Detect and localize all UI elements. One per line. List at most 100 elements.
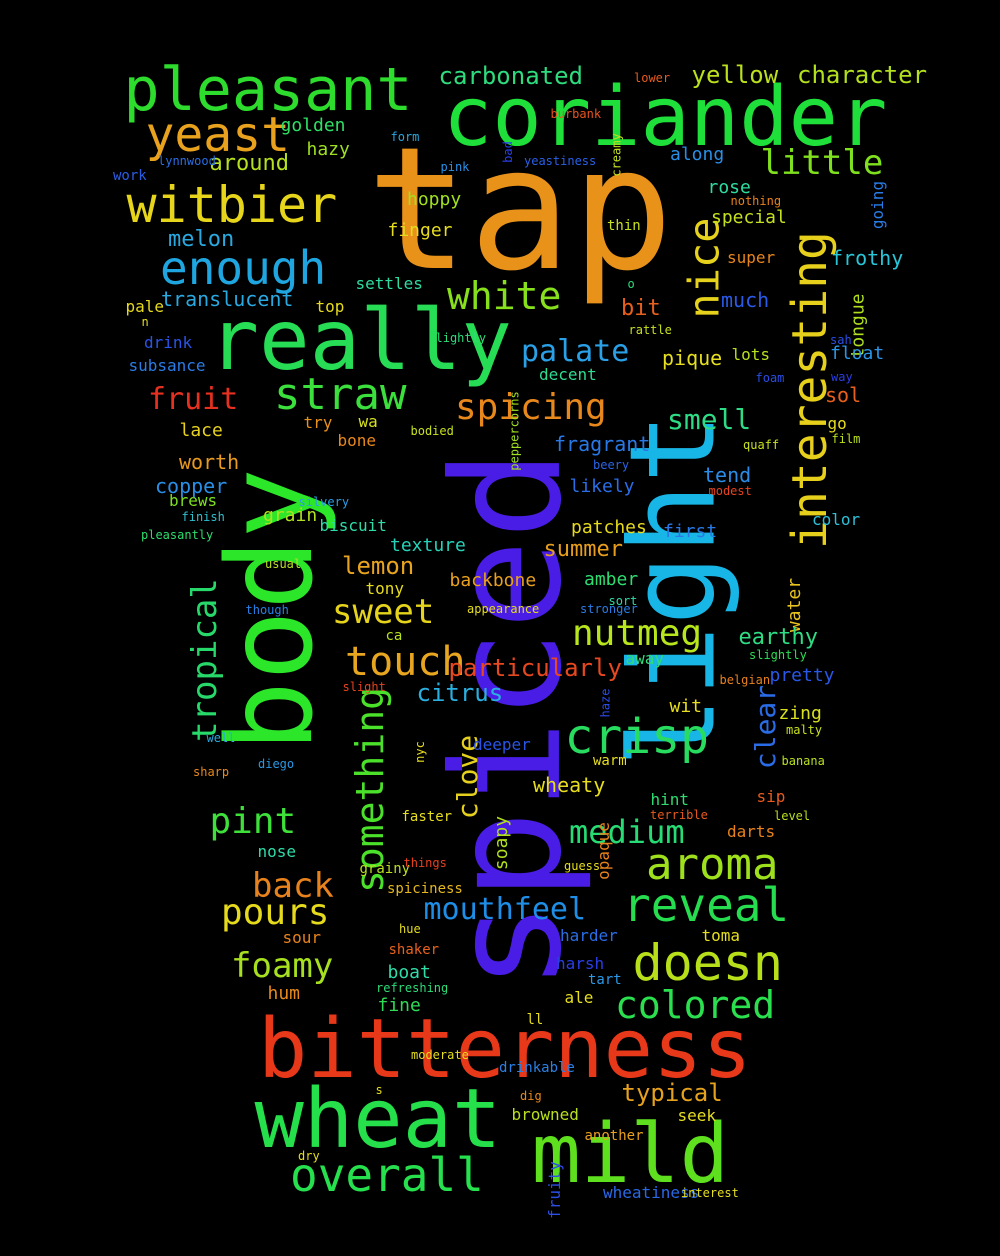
word: first [663, 521, 718, 542]
word: grain [263, 505, 318, 526]
word: little [760, 143, 884, 183]
word: likely [569, 476, 635, 497]
word: banana [781, 754, 825, 768]
word: warm [593, 753, 627, 769]
word: ale [564, 988, 594, 1007]
word: nutmeg [572, 613, 703, 654]
word: pint [209, 801, 297, 842]
word: sah [830, 333, 852, 347]
word: frothy [831, 246, 904, 270]
word: around [209, 151, 289, 176]
word: wheaty [533, 773, 606, 797]
word: malty [786, 723, 823, 737]
word: harsh [556, 954, 605, 973]
word: super [727, 248, 776, 267]
word: tap [366, 111, 674, 309]
word: try [303, 413, 333, 432]
word: nice [679, 217, 729, 319]
word: terrible [650, 808, 708, 822]
word: back [252, 866, 334, 906]
word: tropical [184, 578, 225, 742]
word: bitterness [258, 1002, 752, 1097]
word: spicing [455, 387, 607, 428]
word: citrus [416, 679, 504, 707]
word: yeast [145, 107, 291, 163]
word: pale [125, 297, 165, 316]
word: creamy [609, 133, 624, 177]
word: shaker [388, 942, 440, 958]
word: pink [440, 160, 470, 174]
word: belgian [719, 673, 771, 687]
word: water [784, 577, 806, 633]
word: overall [290, 1148, 484, 1202]
word: special [711, 207, 787, 228]
word: lower [634, 71, 671, 85]
word: foamy [231, 946, 334, 986]
word: straw [274, 369, 407, 420]
word: fruit [148, 382, 239, 417]
word: summer [543, 537, 623, 562]
word: browned [511, 1105, 579, 1124]
word: particularly [448, 654, 622, 682]
word: another [584, 1128, 644, 1144]
word: coriander [443, 70, 888, 165]
word: ca [385, 628, 403, 644]
word: hoppy [407, 189, 462, 210]
word: pretty [769, 665, 835, 686]
word: appearance [467, 602, 540, 616]
word: crisp [564, 709, 710, 765]
word: hint [650, 790, 690, 809]
word: quaff [743, 438, 780, 452]
word: form [390, 130, 420, 144]
word: wheatiness [603, 1183, 700, 1202]
word: mouthfeel [423, 892, 587, 927]
word: sharp [193, 765, 230, 779]
word: fruity [544, 1161, 564, 1219]
word: melon [168, 227, 235, 252]
word: white [447, 274, 562, 318]
word: lace [179, 420, 223, 441]
word: beery [593, 458, 630, 472]
word: lightly [435, 331, 487, 345]
word: ll [526, 1012, 544, 1028]
word: sweet [332, 592, 435, 632]
word: finger [387, 220, 453, 241]
word: lynnwood [158, 154, 216, 168]
word: texture [390, 535, 466, 556]
word: drink [144, 333, 193, 352]
word: bad [500, 141, 515, 163]
word: burbank [550, 107, 602, 121]
word: go [827, 414, 847, 433]
word: pours [221, 892, 330, 933]
word: really [208, 291, 512, 389]
word: yellow [691, 61, 779, 89]
word: s [375, 1083, 383, 1097]
word: sol [825, 383, 862, 407]
word: carbonated [438, 62, 584, 90]
word: character [797, 61, 928, 89]
word: smell [667, 403, 752, 436]
word: finish [181, 510, 225, 524]
word: nothing [730, 194, 782, 208]
word: biscuit [319, 516, 387, 535]
word: away [625, 649, 665, 668]
word: fragrant [554, 432, 651, 456]
word: palate [521, 334, 630, 369]
word: going [868, 180, 888, 230]
word: spiciness [387, 881, 463, 897]
word: lemon [342, 552, 415, 580]
word: wit [669, 696, 703, 717]
word: seek [677, 1106, 717, 1125]
word: clear [749, 684, 783, 770]
word: worth [179, 450, 240, 474]
word: bit [621, 296, 661, 321]
word: deeper [473, 735, 531, 754]
word: nose [257, 842, 297, 861]
word: float [830, 343, 885, 364]
word: drinkable [499, 1060, 575, 1076]
word: well [206, 731, 236, 745]
word: along [670, 144, 725, 165]
word: work [113, 168, 147, 184]
word: doesn [632, 934, 784, 992]
